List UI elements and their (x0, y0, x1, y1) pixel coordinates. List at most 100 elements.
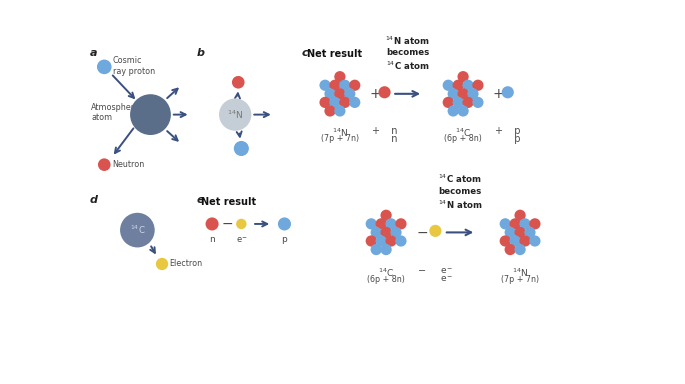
Circle shape (375, 218, 387, 230)
Circle shape (329, 97, 340, 108)
Text: −: − (419, 266, 426, 276)
Circle shape (395, 235, 407, 247)
Text: +: + (493, 87, 504, 101)
Circle shape (447, 105, 459, 117)
Text: Net result: Net result (307, 49, 362, 59)
Circle shape (467, 88, 479, 99)
Circle shape (349, 97, 360, 108)
Circle shape (505, 227, 516, 238)
Text: n: n (384, 126, 397, 136)
Text: $^{14}$C atom
becomes
$^{14}$N atom: $^{14}$C atom becomes $^{14}$N atom (438, 173, 482, 211)
Circle shape (524, 227, 536, 238)
Circle shape (97, 60, 112, 74)
Text: $^{14}$C: $^{14}$C (378, 266, 394, 279)
Text: e$^{-}$: e$^{-}$ (236, 235, 247, 245)
Circle shape (344, 88, 356, 99)
Text: +: + (495, 126, 503, 136)
Text: p: p (508, 134, 521, 144)
Circle shape (366, 235, 377, 247)
Circle shape (453, 97, 464, 108)
Circle shape (334, 88, 345, 99)
Circle shape (514, 227, 525, 238)
Text: a: a (90, 48, 97, 58)
Circle shape (473, 97, 484, 108)
Text: (6p + 8n): (6p + 8n) (367, 275, 405, 284)
Circle shape (232, 76, 245, 89)
Circle shape (319, 97, 331, 108)
Circle shape (458, 105, 469, 117)
Circle shape (386, 235, 397, 247)
Text: e$^{-}$: e$^{-}$ (436, 275, 453, 285)
Text: Electron: Electron (170, 259, 203, 268)
Circle shape (219, 98, 251, 131)
Circle shape (325, 88, 336, 99)
Text: $^{14}$C: $^{14}$C (455, 126, 471, 139)
Circle shape (380, 227, 392, 238)
Circle shape (278, 217, 291, 230)
Circle shape (371, 227, 382, 238)
Circle shape (530, 218, 540, 230)
Circle shape (236, 219, 247, 229)
Text: Net result: Net result (201, 197, 256, 207)
Text: e$^{-}$: e$^{-}$ (436, 266, 453, 276)
Circle shape (380, 210, 392, 221)
Circle shape (458, 88, 469, 99)
Text: −: − (416, 225, 428, 239)
Circle shape (349, 79, 360, 91)
Circle shape (462, 97, 473, 108)
Circle shape (443, 97, 454, 108)
Circle shape (447, 88, 459, 99)
Text: p: p (508, 126, 521, 136)
Text: (7p + 7n): (7p + 7n) (501, 275, 539, 284)
Circle shape (514, 210, 525, 221)
Text: n: n (384, 134, 397, 144)
Circle shape (519, 235, 531, 247)
Text: c: c (301, 48, 308, 58)
Circle shape (339, 97, 351, 108)
Circle shape (130, 94, 171, 135)
Circle shape (325, 105, 336, 117)
Circle shape (395, 218, 407, 230)
Circle shape (499, 218, 511, 230)
Text: +: + (369, 87, 381, 101)
Circle shape (499, 235, 511, 247)
Circle shape (505, 244, 516, 255)
Circle shape (375, 235, 387, 247)
Circle shape (501, 86, 514, 98)
Text: b: b (197, 48, 205, 58)
Circle shape (386, 218, 397, 230)
Circle shape (473, 79, 484, 91)
Text: p: p (282, 235, 287, 245)
Text: $^{14}$N: $^{14}$N (512, 266, 528, 279)
Text: (6p + 8n): (6p + 8n) (444, 134, 482, 143)
Circle shape (334, 105, 345, 117)
Circle shape (319, 79, 331, 91)
Text: n: n (209, 235, 215, 245)
Text: $^{14}$N: $^{14}$N (332, 126, 348, 139)
Circle shape (510, 218, 521, 230)
Circle shape (390, 227, 401, 238)
Text: $^{14}$C: $^{14}$C (129, 224, 145, 236)
Text: Neutron: Neutron (112, 160, 145, 169)
Circle shape (366, 218, 377, 230)
Text: $^{14}$N: $^{14}$N (227, 108, 243, 121)
Circle shape (443, 79, 454, 91)
Text: Atmospheric
atom: Atmospheric atom (91, 103, 142, 122)
Text: (7p + 7n): (7p + 7n) (321, 134, 359, 143)
Circle shape (98, 158, 110, 171)
Circle shape (156, 258, 169, 270)
Circle shape (510, 235, 521, 247)
Circle shape (453, 79, 464, 91)
Circle shape (458, 71, 469, 82)
Circle shape (234, 141, 249, 156)
Circle shape (429, 225, 441, 237)
Text: −: − (222, 217, 234, 231)
Circle shape (329, 79, 340, 91)
Circle shape (462, 79, 473, 91)
Circle shape (334, 71, 345, 82)
Circle shape (519, 218, 531, 230)
Circle shape (206, 217, 219, 230)
Text: $^{14}$N atom
becomes
$^{14}$C atom: $^{14}$N atom becomes $^{14}$C atom (386, 34, 430, 72)
Circle shape (530, 235, 540, 247)
Circle shape (380, 244, 392, 255)
